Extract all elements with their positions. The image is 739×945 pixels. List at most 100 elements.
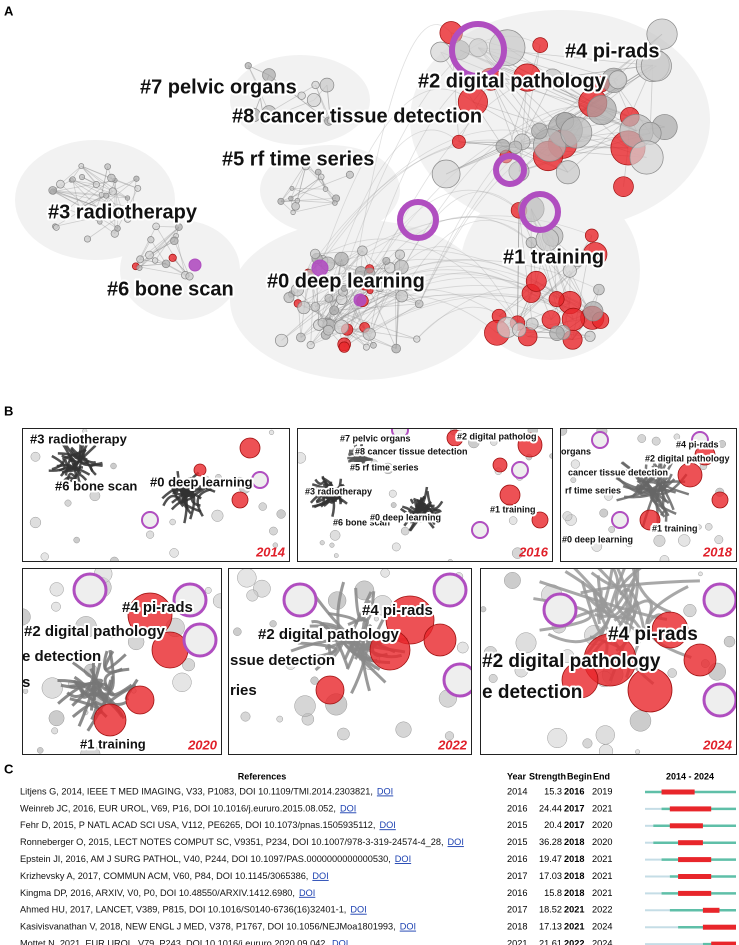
node [193, 463, 207, 477]
node [323, 324, 334, 336]
doi-link[interactable]: DOI [299, 888, 315, 898]
link-bundle [77, 658, 103, 727]
node [274, 333, 289, 348]
burst-bar [711, 941, 736, 945]
node [430, 41, 451, 63]
node [297, 452, 307, 464]
node [714, 535, 724, 545]
node [613, 176, 634, 197]
burst-bar [678, 890, 712, 896]
edge [303, 216, 553, 308]
edge [406, 220, 532, 286]
edge [290, 176, 322, 199]
doi-link[interactable]: DOI [377, 786, 393, 796]
year-label: 2020 [187, 737, 218, 752]
cluster-label: #8 cancer tissue detection [355, 446, 468, 456]
doi-link[interactable]: DOI [400, 922, 416, 932]
node [635, 749, 641, 755]
cluster-label: #2 digital pathology [418, 70, 607, 92]
node [639, 509, 661, 531]
edge [517, 210, 520, 324]
edge [268, 84, 316, 113]
panel-label: C [4, 761, 14, 776]
edge [386, 216, 532, 262]
strength: 21.61 [539, 939, 562, 945]
link-bundle [57, 681, 103, 705]
node [503, 572, 521, 589]
column-header: Strength [529, 771, 566, 781]
node [369, 629, 411, 671]
edge [333, 309, 365, 328]
node [468, 38, 488, 58]
node [394, 249, 406, 260]
node [285, 659, 297, 670]
edge [369, 273, 420, 305]
node [311, 80, 320, 90]
node [400, 526, 410, 536]
node [373, 616, 379, 622]
node [83, 235, 92, 243]
doi-link[interactable]: DOI [350, 905, 366, 915]
node [48, 710, 65, 727]
doi-link[interactable]: DOI [332, 939, 348, 945]
timeslice: organs #4 pi-rads #2 digital pathology canc… [560, 428, 737, 562]
node [531, 511, 549, 529]
node [593, 283, 605, 296]
link-bundle [162, 494, 189, 510]
node [93, 703, 127, 737]
node [118, 207, 127, 216]
doi-link[interactable]: DOI [340, 803, 356, 813]
cluster-label: rf time series [565, 485, 621, 495]
edge [505, 45, 541, 157]
burst-ring [511, 461, 529, 479]
doi-link[interactable]: DOI [379, 820, 395, 830]
edge [94, 178, 137, 214]
node [310, 302, 321, 312]
burst-end: 2021 [592, 871, 612, 881]
node [391, 542, 401, 552]
network-a [15, 10, 710, 380]
cluster-halo [230, 55, 370, 145]
node [136, 264, 143, 271]
edge [297, 200, 335, 204]
node [595, 725, 615, 745]
link-bundle [76, 473, 88, 486]
cluster-label: #3 radiotherapy [305, 486, 372, 496]
node [549, 453, 553, 459]
node [608, 70, 628, 90]
edge [247, 65, 270, 113]
node [76, 205, 82, 211]
link-bundle [71, 701, 98, 721]
doi-link[interactable]: DOI [312, 871, 328, 881]
cluster-label: #1 training [503, 246, 604, 268]
node [334, 319, 349, 335]
burst-ring [591, 431, 609, 449]
node [40, 552, 49, 561]
pub-year: 2016 [507, 803, 527, 813]
edge [155, 226, 186, 276]
node [306, 341, 315, 350]
node [395, 290, 408, 303]
pub-year: 2014 [507, 786, 527, 796]
node [91, 210, 98, 216]
burst-begin: 2021 [564, 905, 584, 915]
link-bundle [326, 482, 342, 493]
node [175, 223, 183, 231]
node [288, 195, 294, 202]
edge [52, 190, 118, 229]
doi-link[interactable]: DOI [395, 854, 411, 864]
node [36, 747, 44, 754]
node [629, 710, 652, 732]
node [582, 738, 593, 749]
node [170, 236, 179, 246]
burst-ring [702, 682, 737, 718]
burst-ring [471, 521, 489, 539]
link-bundle [97, 688, 109, 702]
node [48, 186, 57, 195]
node [625, 538, 634, 548]
node [151, 257, 159, 264]
node [555, 160, 580, 185]
doi-link[interactable]: DOI [448, 837, 464, 847]
timeslice-frame [560, 428, 737, 562]
edge [334, 303, 420, 311]
